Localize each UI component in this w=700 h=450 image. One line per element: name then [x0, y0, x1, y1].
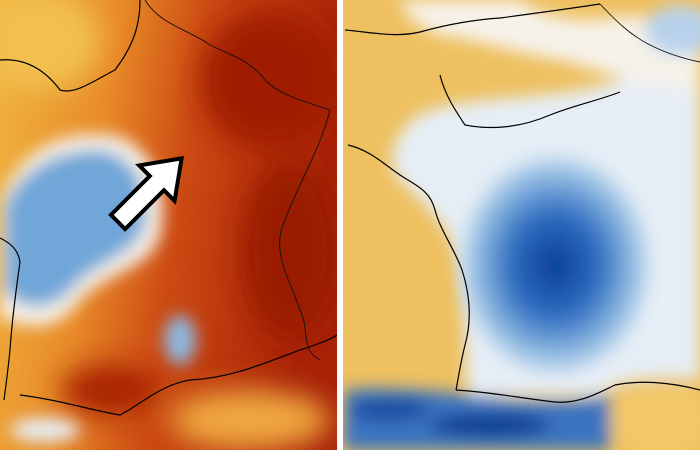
right-panel [343, 0, 700, 450]
coastline [19, 334, 337, 416]
border-line [599, 3, 700, 63]
coastline [347, 144, 470, 391]
direction-arrow [108, 155, 185, 232]
left-hot-patches [0, 0, 337, 450]
coastline [0, 0, 141, 92]
left-cool-region [0, 134, 196, 442]
coastline [0, 237, 21, 401]
coastline [344, 3, 601, 36]
panel-divider [337, 0, 343, 450]
border-line [279, 109, 331, 361]
cold-core [460, 155, 650, 375]
coastline [455, 381, 700, 403]
coastline [439, 74, 621, 129]
border-line [144, 0, 331, 111]
left-panel [0, 0, 337, 450]
